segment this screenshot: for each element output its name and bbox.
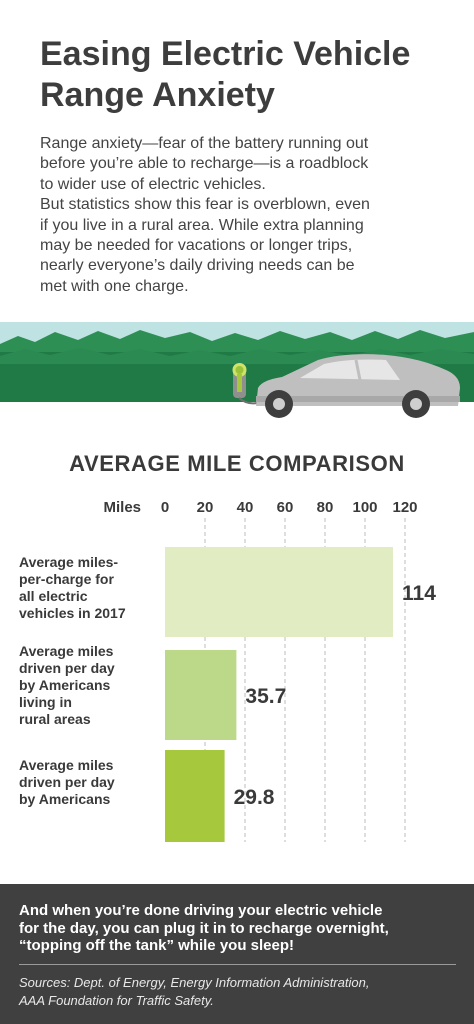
intro-paragraph: Range anxiety—fear of the battery runnin… — [40, 134, 465, 297]
intro-line: But statistics show this fear is overblo… — [40, 196, 370, 214]
tick-label: 0 — [161, 499, 169, 516]
bar-chart: Miles 0 20 40 60 80 100 120 114 Average miles-per… — [19, 499, 436, 842]
landscape-illustration — [0, 322, 474, 418]
category-label-line: Average miles — [19, 757, 114, 773]
title-line: Range Anxiety — [40, 76, 275, 114]
footer-message: And when you’re done driving your electr… — [19, 902, 464, 955]
title-line: Easing Electric Vehicle — [40, 35, 411, 73]
category-label-line: Average miles- — [19, 554, 118, 570]
car-icon — [256, 354, 460, 418]
category-label-line: rural areas — [19, 711, 91, 727]
intro-line: Range anxiety—fear of the battery runnin… — [40, 135, 369, 152]
sources-text: Sources: Dept. of Energy, Energy Informa… — [19, 974, 464, 1009]
tick-label: 60 — [277, 499, 294, 516]
tick-label: 20 — [197, 499, 214, 516]
data-label: 114 — [402, 582, 436, 605]
bar — [165, 650, 237, 740]
category-label-line: driven per day — [19, 660, 115, 676]
category-label-line: per-charge for — [19, 571, 114, 587]
intro-line: nearly everyone’s daily driving needs ca… — [40, 257, 355, 275]
bar — [165, 750, 225, 842]
intro-line: to wider use of electric vehicles. — [40, 175, 266, 193]
footer-line: for the day, you can plug it in to recha… — [19, 919, 389, 937]
category-label-line: by Americans — [19, 791, 111, 807]
intro-line: may be needed for vacations or longer tr… — [40, 237, 353, 255]
footer-divider — [19, 964, 456, 965]
sources-line: Sources: Dept. of Energy, Energy Informa… — [19, 975, 370, 990]
category-label-line: Average miles — [19, 643, 114, 659]
footer-panel: And when you’re done driving your electr… — [0, 884, 474, 1024]
axis-label: Miles — [103, 499, 141, 516]
footer-line: And when you’re done driving your electr… — [19, 902, 383, 919]
intro-line: if you live in a rural area. While extra… — [40, 216, 364, 234]
category-label: Average miles driven per day by Americans — [19, 757, 115, 807]
chart-title: AVERAGE MILE COMPARISON — [69, 451, 405, 476]
data-label: 35.7 — [245, 685, 286, 708]
tick-label: 100 — [352, 499, 377, 516]
page-title: Easing Electric Vehicle Range Anxiety — [40, 34, 460, 116]
category-label-line: by Americans — [19, 677, 111, 693]
intro-line: met with one charge. — [40, 277, 189, 295]
intro-line: before you’re able to recharge—is a road… — [40, 155, 369, 173]
category-label-line: living in — [19, 694, 72, 710]
data-label: 29.8 — [234, 786, 275, 809]
sources-line: AAA Foundation for Traffic Safety. — [19, 992, 214, 1008]
tick-label: 80 — [317, 499, 334, 516]
tick-label: 120 — [392, 499, 417, 516]
footer-line: “topping off the tank” while you sleep! — [19, 937, 295, 954]
category-label-line: driven per day — [19, 774, 115, 790]
tick-label: 40 — [237, 499, 254, 516]
category-label-line: vehicles in 2017 — [19, 605, 126, 621]
category-label-line: all electric — [19, 588, 88, 604]
category-label: Average miles driven per day by Americans l… — [19, 643, 115, 727]
bar — [165, 547, 393, 637]
category-label: Average miles-per-charge for all electric… — [19, 554, 126, 621]
